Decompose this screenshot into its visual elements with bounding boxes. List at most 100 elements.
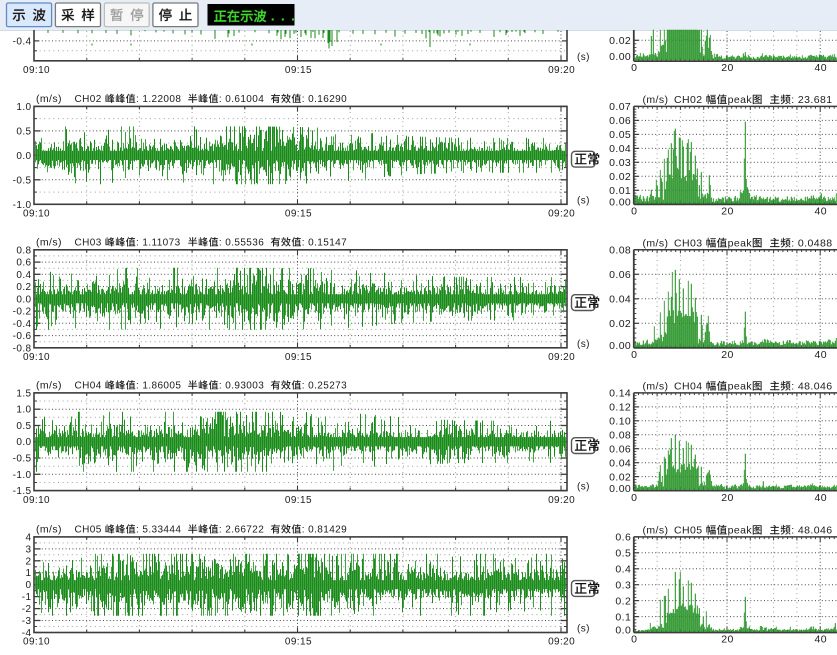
svg-text:0.8: 0.8 bbox=[16, 245, 31, 256]
svg-text:(m/s): (m/s) bbox=[36, 93, 62, 105]
svg-text:0.07: 0.07 bbox=[609, 101, 631, 113]
svg-text:CH03: CH03 bbox=[674, 238, 702, 250]
svg-text:(s): (s) bbox=[577, 339, 590, 350]
svg-text:(m/s): (m/s) bbox=[36, 524, 62, 536]
svg-text:peak: peak bbox=[728, 238, 753, 250]
svg-text:0.2: 0.2 bbox=[16, 282, 31, 293]
svg-text:0.0: 0.0 bbox=[615, 625, 631, 637]
svg-text:0.3: 0.3 bbox=[615, 579, 631, 591]
svg-text:0: 0 bbox=[631, 634, 637, 646]
svg-text:20: 20 bbox=[721, 492, 733, 504]
svg-text:0.2: 0.2 bbox=[615, 595, 631, 607]
svg-text:20: 20 bbox=[721, 349, 733, 361]
svg-text:-3: -3 bbox=[22, 616, 32, 627]
svg-text:0.04: 0.04 bbox=[609, 143, 631, 155]
svg-text:40: 40 bbox=[814, 492, 826, 504]
svg-text:0: 0 bbox=[631, 62, 637, 74]
svg-text:3: 3 bbox=[26, 544, 32, 555]
svg-text:-0.2: -0.2 bbox=[13, 307, 32, 318]
svg-text:0.00: 0.00 bbox=[609, 197, 631, 209]
svg-text:0.06: 0.06 bbox=[609, 115, 631, 127]
svg-text:0.0: 0.0 bbox=[16, 151, 31, 162]
svg-text:(s): (s) bbox=[577, 482, 590, 493]
svg-text:CH05: CH05 bbox=[75, 525, 102, 536]
svg-text:0.04: 0.04 bbox=[609, 294, 631, 306]
svg-text:: 0.61004: : 0.61004 bbox=[219, 94, 264, 105]
svg-text:0.02: 0.02 bbox=[609, 318, 631, 330]
svg-text:CH02: CH02 bbox=[75, 94, 102, 105]
svg-text:20: 20 bbox=[721, 634, 733, 646]
svg-text:(m/s): (m/s) bbox=[643, 238, 669, 250]
svg-text:1: 1 bbox=[26, 568, 32, 579]
svg-text:0.08: 0.08 bbox=[609, 245, 631, 257]
svg-text:: 48.046: : 48.046 bbox=[791, 525, 832, 537]
svg-text:09:20: 09:20 bbox=[548, 209, 575, 220]
svg-text:(m/s): (m/s) bbox=[643, 525, 669, 537]
svg-text:peak: peak bbox=[728, 94, 753, 106]
svg-text:0.5: 0.5 bbox=[16, 126, 31, 137]
svg-text:-0.8: -0.8 bbox=[13, 343, 32, 354]
svg-text:09:15: 09:15 bbox=[285, 352, 312, 363]
svg-text:: 48.046: : 48.046 bbox=[791, 381, 832, 393]
svg-text:09:15: 09:15 bbox=[285, 65, 312, 76]
svg-text:09:15: 09:15 bbox=[285, 495, 312, 506]
svg-text:(s): (s) bbox=[577, 52, 590, 63]
svg-text:0.02: 0.02 bbox=[609, 471, 631, 483]
svg-text:0.0: 0.0 bbox=[16, 294, 31, 305]
svg-text:CH04: CH04 bbox=[674, 381, 702, 393]
svg-text:CH03: CH03 bbox=[75, 238, 102, 249]
svg-text:-0.4: -0.4 bbox=[13, 319, 32, 330]
svg-text:-2: -2 bbox=[22, 604, 32, 615]
svg-text:40: 40 bbox=[814, 62, 826, 74]
svg-text:09:20: 09:20 bbox=[548, 637, 575, 648]
svg-text:: 0.81429: : 0.81429 bbox=[302, 525, 347, 536]
svg-text:0.5: 0.5 bbox=[16, 421, 31, 432]
svg-text:-0.5: -0.5 bbox=[13, 175, 32, 186]
svg-text:0: 0 bbox=[631, 492, 637, 504]
svg-text:: 0.0488: : 0.0488 bbox=[791, 238, 832, 250]
svg-text:(m/s): (m/s) bbox=[36, 237, 62, 249]
svg-text:(s): (s) bbox=[577, 624, 590, 635]
svg-text:0.01: 0.01 bbox=[609, 185, 631, 197]
svg-text:0.05: 0.05 bbox=[609, 129, 631, 141]
svg-text:: 0.15147: : 0.15147 bbox=[302, 238, 347, 249]
svg-text:4: 4 bbox=[26, 532, 32, 543]
svg-text:-4: -4 bbox=[22, 628, 32, 639]
svg-text:0.04: 0.04 bbox=[609, 457, 631, 469]
svg-text:0.4: 0.4 bbox=[16, 270, 31, 281]
svg-text:-1: -1 bbox=[22, 592, 32, 603]
svg-text:CH04: CH04 bbox=[75, 381, 102, 392]
svg-text:0.6: 0.6 bbox=[16, 258, 31, 269]
svg-text:(s): (s) bbox=[577, 195, 590, 206]
svg-text:: 0.16290: : 0.16290 bbox=[302, 94, 347, 105]
svg-text:peak: peak bbox=[728, 381, 753, 393]
svg-text:CH02: CH02 bbox=[674, 94, 702, 106]
svg-text:: 1.11073: : 1.11073 bbox=[136, 238, 181, 249]
svg-text:09:10: 09:10 bbox=[23, 495, 50, 506]
svg-text:09:20: 09:20 bbox=[548, 65, 575, 76]
svg-text:0.4: 0.4 bbox=[615, 564, 631, 576]
svg-text:0.5: 0.5 bbox=[615, 548, 631, 560]
svg-text:0: 0 bbox=[631, 349, 637, 361]
svg-text:: 0.55536: : 0.55536 bbox=[219, 238, 264, 249]
svg-text:0.10: 0.10 bbox=[609, 416, 631, 428]
svg-text:09:10: 09:10 bbox=[23, 352, 50, 363]
svg-text:. . .: . . . bbox=[271, 8, 296, 24]
svg-text:-0.4: -0.4 bbox=[13, 36, 32, 47]
svg-text:0.0: 0.0 bbox=[16, 437, 31, 448]
svg-text:: 0.25273: : 0.25273 bbox=[302, 381, 347, 392]
svg-text:: 2.66722: : 2.66722 bbox=[219, 525, 264, 536]
svg-text:1.0: 1.0 bbox=[16, 102, 31, 113]
svg-text:09:10: 09:10 bbox=[23, 209, 50, 220]
svg-text:: 1.86005: : 1.86005 bbox=[136, 381, 181, 392]
svg-text:40: 40 bbox=[814, 206, 826, 218]
svg-text:0.03: 0.03 bbox=[609, 157, 631, 169]
svg-text:0.00: 0.00 bbox=[609, 483, 631, 495]
svg-text:(m/s): (m/s) bbox=[36, 380, 62, 392]
svg-text:: 0.93003: : 0.93003 bbox=[219, 381, 264, 392]
svg-text:09:10: 09:10 bbox=[23, 65, 50, 76]
svg-text:(m/s): (m/s) bbox=[643, 94, 669, 106]
svg-text:0.06: 0.06 bbox=[609, 443, 631, 455]
svg-text:2: 2 bbox=[26, 556, 32, 567]
svg-text:0.14: 0.14 bbox=[609, 388, 631, 400]
